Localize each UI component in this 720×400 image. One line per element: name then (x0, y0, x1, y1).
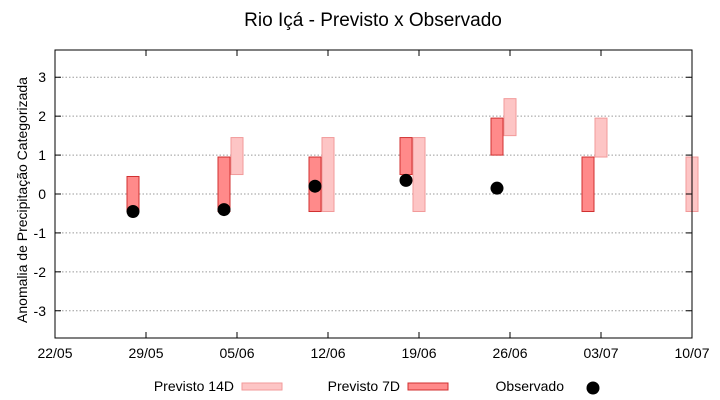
x-tick-label: 03/07 (583, 345, 618, 361)
bar-previsto-7d (490, 117, 504, 156)
legend-label-observado: Observado (496, 378, 565, 394)
point-observado (490, 181, 504, 195)
y-axis-label: Anomalia de Precipitação Categorizada (14, 77, 30, 323)
y-tick-label: 3 (38, 69, 46, 85)
legend: Previsto 14D Previsto 7D Observado (154, 378, 600, 395)
y-tick-label: 2 (38, 108, 46, 124)
y-tick-label: -1 (34, 225, 47, 241)
bar-previsto-14d (321, 137, 335, 213)
legend-label-previsto-14d: Previsto 14D (154, 378, 234, 394)
x-tick-label: 26/06 (492, 345, 527, 361)
point-observado (126, 205, 140, 219)
x-tick-label: 29/05 (128, 345, 163, 361)
legend-swatch-previsto-7d (407, 382, 449, 391)
point-observado (308, 179, 322, 193)
grid (55, 76, 692, 312)
point-observado (399, 173, 413, 187)
y-tick-label: -3 (34, 303, 47, 319)
bar-previsto-14d (412, 137, 426, 213)
x-tick-label: 12/06 (310, 345, 345, 361)
bar-previsto-14d (503, 98, 517, 137)
y-tick-label: -2 (34, 264, 47, 280)
legend-swatch-previsto-14d (241, 382, 283, 391)
y-tick-label: 1 (38, 147, 46, 163)
point-observado (217, 203, 231, 217)
axis-ticks: -3 -2 -1 0 1 2 3 22/05 29/05 05/06 12/06 19/06 26/06… (34, 50, 710, 361)
bar-previsto-14d (594, 117, 608, 158)
bar-previsto-7d (581, 156, 595, 213)
x-tick-label: 10/07 (674, 345, 709, 361)
data-marks (126, 98, 699, 219)
y-tick-label: 0 (38, 186, 46, 202)
legend-marker-observado (586, 381, 600, 395)
x-tick-label: 19/06 (401, 345, 436, 361)
x-tick-label: 22/05 (37, 345, 72, 361)
legend-label-previsto-7d: Previsto 7D (328, 378, 400, 394)
chart-title: Rio Içá - Previsto x Observado (244, 10, 502, 31)
x-tick-label: 05/06 (219, 345, 254, 361)
bar-previsto-7d (399, 137, 413, 176)
bar-previsto-14d (230, 137, 244, 176)
